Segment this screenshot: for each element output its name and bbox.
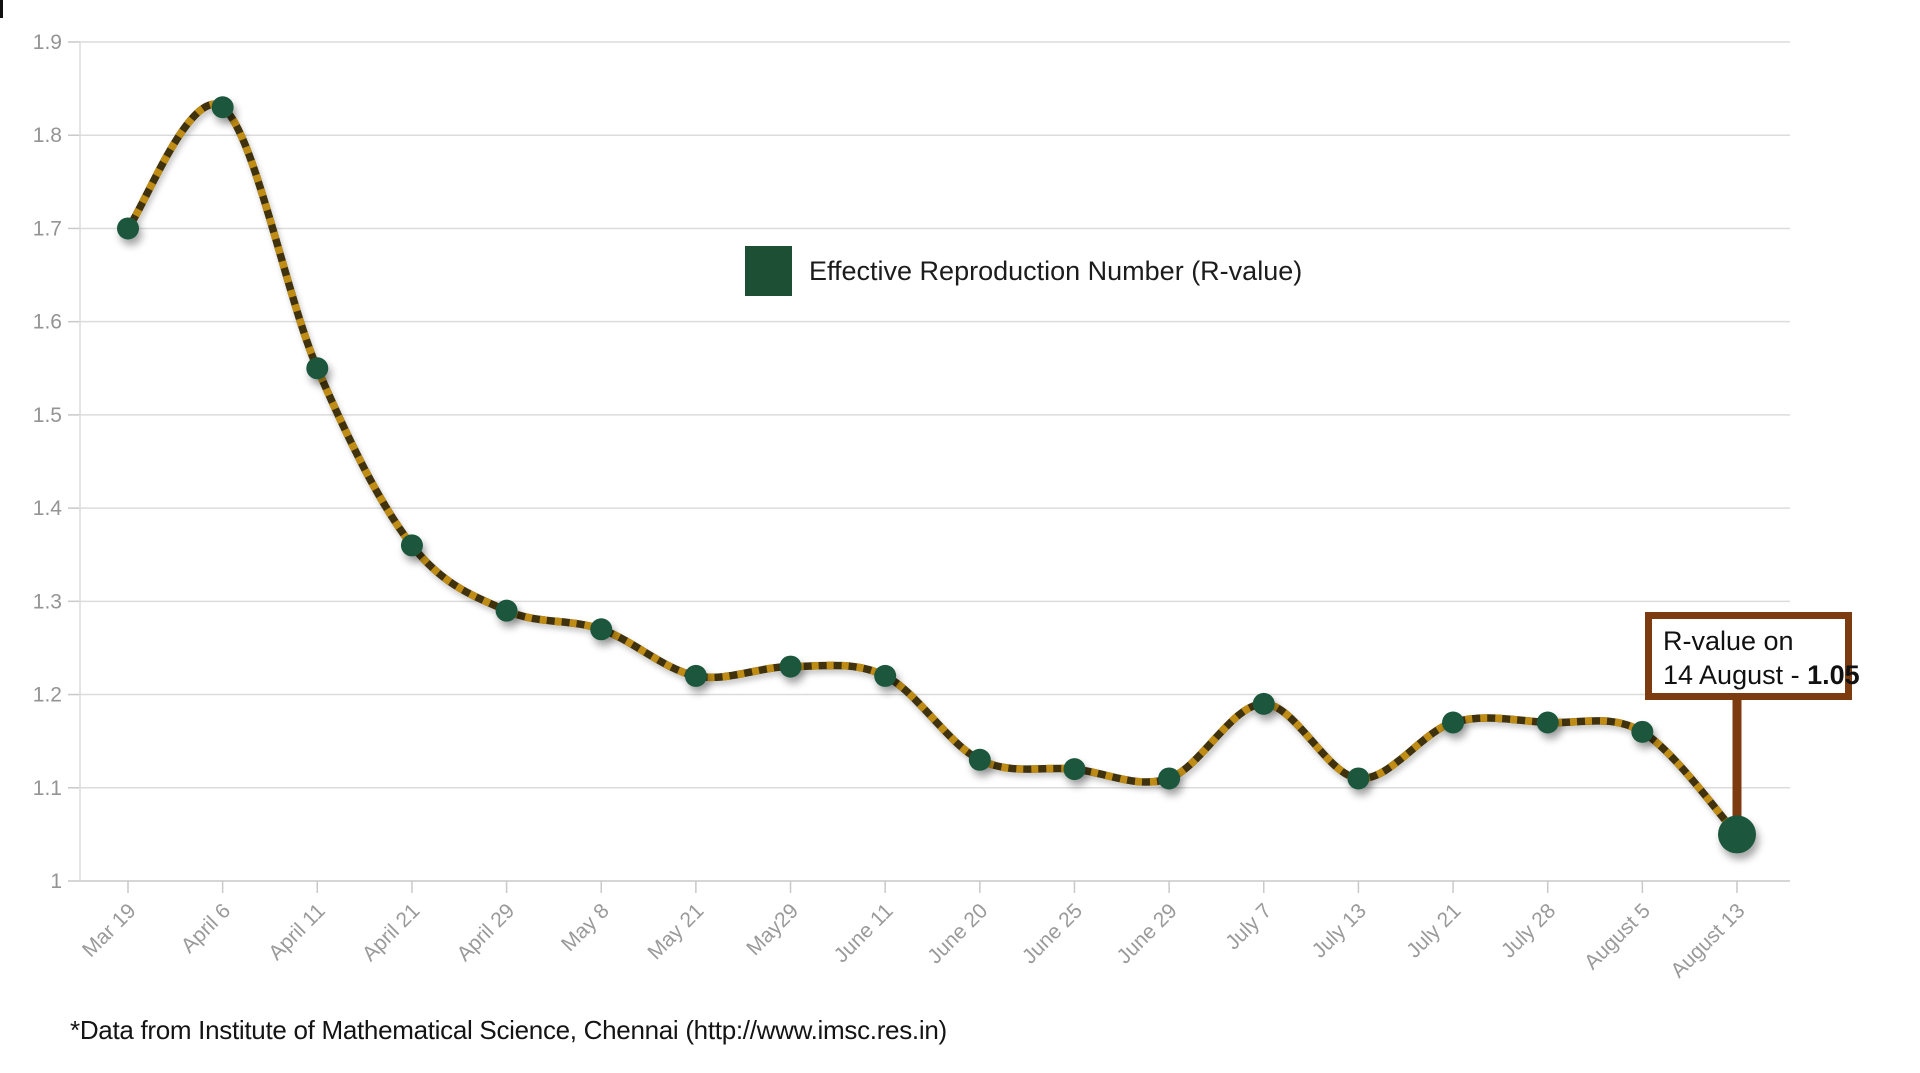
x-axis-label: June 20 [923,899,992,968]
y-axis-label: 1.3 [33,590,62,613]
data-point [590,618,613,641]
annotation-stem [1732,698,1742,835]
annotation-date: 14 August - [1663,660,1808,691]
x-axis-label: Mar 19 [78,899,140,961]
data-point [1442,711,1465,734]
y-axis-label: 1.9 [33,31,62,54]
x-axis-label: August 5 [1580,899,1655,974]
data-point [306,357,329,380]
x-axis-label: April 6 [177,899,235,957]
y-axis-label: 1 [50,870,62,893]
data-point [211,96,234,119]
x-axis-label: June 11 [830,899,898,967]
x-axis-label: July 28 [1497,899,1560,962]
series-line [124,100,1741,839]
series-line-rope-highlight [124,100,1740,837]
data-point [495,599,518,622]
x-axis-label: June 29 [1113,899,1182,968]
x-axis: Mar 19 April 6 April 11 April 21 April 29 May… [78,881,1750,982]
x-axis-label: April 11 [264,899,330,965]
annotation-callout: R-value on 14 August - 1.05 [1645,612,1860,700]
gridlines: 1 1.1 1.2 1.3 1.4 1.5 1.6 1.7 1.8 1.9 [33,31,1790,893]
data-point [117,217,139,240]
data-point [1252,692,1275,715]
x-axis-label: July 13 [1308,899,1371,962]
data-points [117,96,1756,854]
y-axis-label: 1.7 [33,217,62,240]
x-axis-label: May29 [742,899,803,960]
y-axis-label: 1.6 [33,311,62,334]
x-axis-label: July 21 [1402,899,1465,962]
chart-legend: Effective Reproduction Number (R-value) [745,246,1302,296]
y-axis-label: 1.2 [33,684,62,707]
series-line-base [124,100,1741,839]
annotation-value: 1.05 [1807,660,1860,691]
x-axis-label: August 13 [1666,899,1749,982]
data-point [968,748,991,771]
annotation-line1: R-value on [1663,626,1794,656]
y-axis-label: 1.4 [33,497,63,520]
x-axis-label: May 8 [557,899,614,956]
x-axis-label: May 21 [643,899,708,964]
data-point [1063,758,1086,781]
x-axis-label: June 25 [1018,899,1087,968]
source-note: *Data from Institute of Mathematical Sci… [70,1015,947,1045]
data-point [779,655,802,678]
legend-label: Effective Reproduction Number (R-value) [809,255,1303,286]
data-point [684,664,707,687]
y-axis-label: 1.1 [33,777,62,800]
data-point [1158,767,1181,790]
data-point [1631,720,1654,743]
data-point [1347,767,1370,790]
data-point [1536,711,1559,734]
x-axis-label: July 7 [1221,899,1276,954]
data-point-highlight [1718,815,1756,854]
y-axis-label: 1.5 [33,404,62,427]
data-point [400,534,423,557]
legend-swatch [745,246,792,296]
x-axis-label: April 29 [453,899,520,966]
x-axis-label: April 21 [358,899,425,966]
y-axis-label: 1.8 [33,124,62,147]
corner-artifact [0,0,3,18]
data-point [874,664,897,687]
annotation-line2: 14 August - 1.05 [1663,658,1860,692]
